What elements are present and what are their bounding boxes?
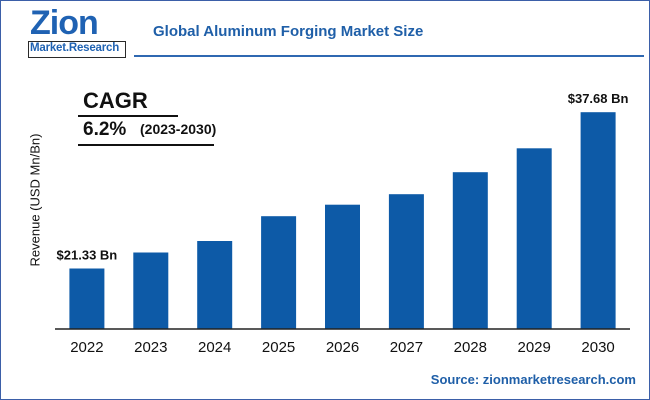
bar-2023	[133, 252, 169, 329]
cagr-period: (2023-2030)	[140, 121, 217, 137]
data-label: $37.68 Bn	[568, 91, 629, 106]
x-tick-label: 2030	[581, 339, 614, 356]
x-tick-label: 2026	[326, 339, 359, 356]
logo-wordmark: Zion	[30, 4, 99, 42]
x-tick-label: 2029	[518, 339, 551, 356]
bar-2026	[325, 204, 360, 329]
x-tick-label: 2025	[262, 339, 295, 356]
cagr-divider-top	[78, 115, 178, 117]
x-tick-label: 2023	[134, 339, 167, 356]
x-tick-label: 2022	[70, 339, 103, 356]
logo-subtitle: Market.Research	[30, 42, 120, 54]
cagr-value: 6.2%	[83, 119, 127, 140]
bar-2028	[452, 172, 488, 329]
zion-logo: Zion Market.Research	[28, 6, 130, 58]
cagr-label: CAGR	[83, 88, 148, 113]
header: Zion Market.Research Global Aluminum For…	[0, 0, 650, 58]
bar-2025	[261, 216, 297, 329]
source-note: Source: zionmarketresearch.com	[430, 372, 636, 387]
data-label: $21.33 Bn	[57, 248, 118, 263]
bar-2030	[580, 112, 616, 329]
x-tick-label: 2028	[454, 339, 487, 356]
cagr-divider-bottom	[78, 144, 214, 146]
bar-2027	[388, 194, 424, 329]
header-divider	[134, 55, 644, 57]
chart-title: Global Aluminum Forging Market Size	[153, 23, 424, 40]
x-tick-label: 2024	[198, 339, 231, 356]
logo-sub-box	[28, 41, 126, 58]
x-tick-label: 2027	[390, 339, 423, 356]
bar-2024	[197, 241, 233, 329]
bar-2029	[516, 148, 552, 329]
bar-2022	[69, 268, 105, 329]
